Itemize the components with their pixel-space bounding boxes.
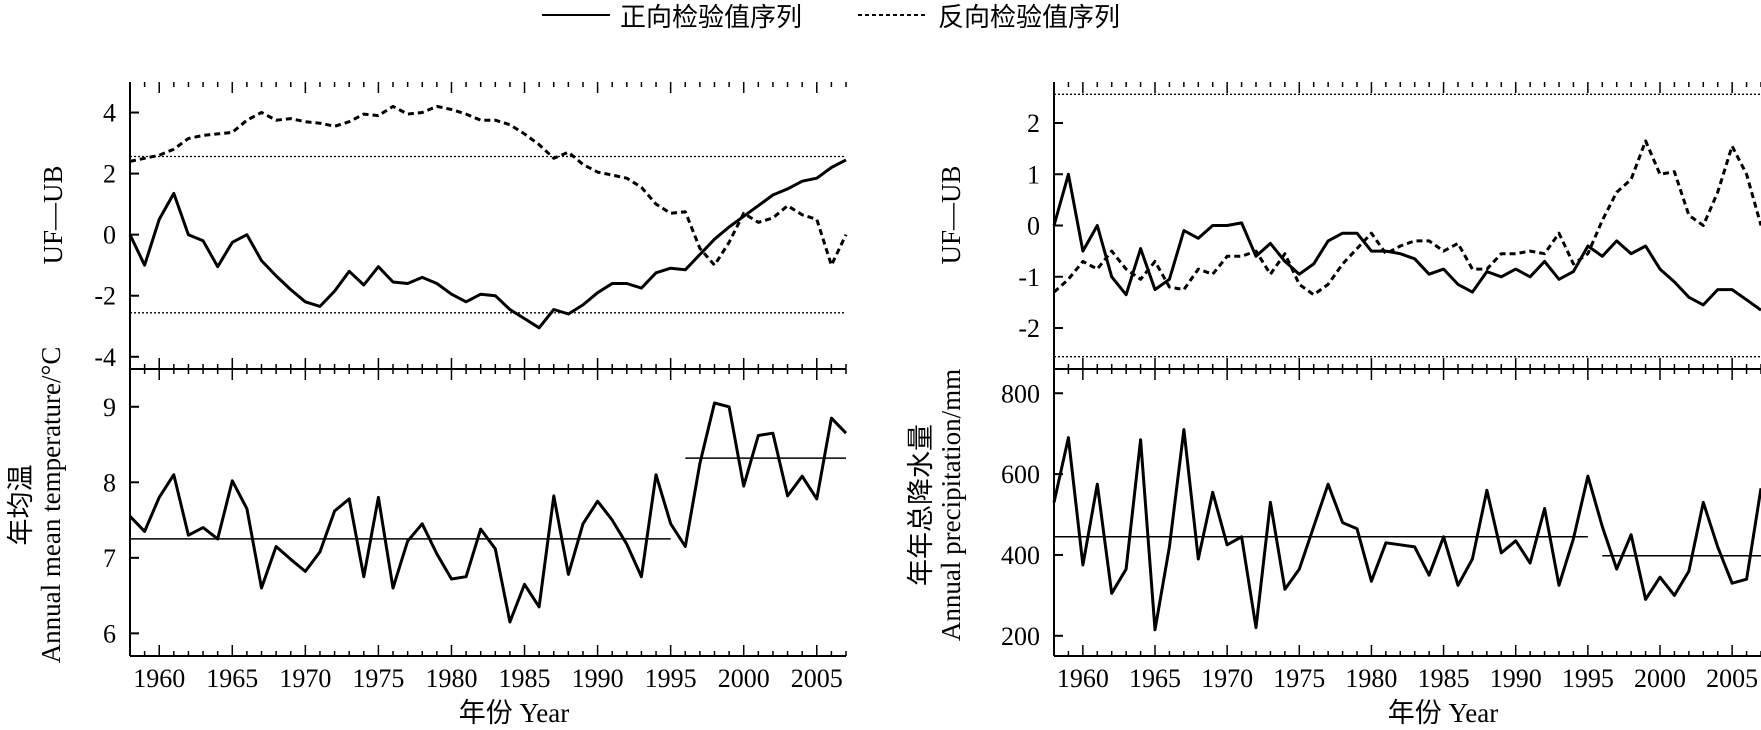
right-top-ylabel: UF—UB (936, 165, 966, 264)
right-top-panel: UF—UB -2 -1 0 1 2 (936, 82, 1761, 370)
x-tick-label: 1980 (425, 664, 477, 693)
y-tick-label: 7 (103, 544, 116, 573)
right-bottom-xlabel: 年份 Year (1388, 698, 1499, 728)
y-tick-label: 4 (103, 99, 116, 128)
x-tick-label: 1965 (206, 664, 258, 693)
x-tick-label: 1985 (1418, 664, 1470, 693)
x-tick-label: 1975 (352, 664, 404, 693)
x-tick-label: 2000 (1634, 664, 1686, 693)
series-solid-line (128, 401, 848, 624)
legend-solid-label: 正向检验值序列 (620, 3, 802, 33)
y-tick-label: 9 (103, 393, 116, 422)
y-tick-label: -2 (1018, 314, 1040, 343)
x-tick-label: 1975 (1273, 664, 1325, 693)
y-tick-label: 0 (103, 221, 116, 250)
y-tick-label: -1 (1018, 263, 1040, 292)
y-tick-label: -2 (94, 282, 116, 311)
y-tick-label: 0 (1027, 212, 1040, 241)
left-bottom-ylabel-en: Annual mean temperature/°C (36, 347, 66, 664)
x-tick-label: 1980 (1345, 664, 1397, 693)
x-tick-label: 1990 (572, 664, 624, 693)
x-tick-label: 1960 (133, 664, 185, 693)
series-solid-line (1052, 172, 1761, 312)
x-tick-label: 1985 (499, 664, 551, 693)
legend-dashed-label: 反向检验值序列 (938, 3, 1120, 33)
x-tick-label: 1965 (1129, 664, 1181, 693)
left-bottom-xlabel: 年份 Year (459, 698, 570, 728)
series-solid-line (1052, 428, 1761, 632)
x-tick-label: 1960 (1057, 664, 1109, 693)
right-bottom-ylabel-zh: 年年总降水量 (906, 424, 937, 586)
x-tick-label: 1970 (1201, 664, 1253, 693)
y-tick-label: 2 (1027, 109, 1040, 138)
x-tick-label: 1995 (645, 664, 697, 693)
y-tick-label: 400 (1001, 541, 1040, 570)
right-bottom-panel: 年年总降水量 Annual precipitation/mm 年份 Year 2… (906, 369, 1761, 728)
y-tick-label: 6 (103, 619, 116, 648)
left-top-panel: UF—UB -4 -2 0 2 4 (38, 82, 848, 372)
series-dashed-line (1053, 139, 1761, 297)
legend: 正向检验值序列 反向检验值序列 (542, 3, 1120, 33)
x-tick-label: 2005 (791, 664, 843, 693)
y-tick-label: 600 (1001, 460, 1040, 489)
left-bottom-panel: 年均温 Annual mean temperature/°C 年份 Year 6… (6, 347, 848, 728)
y-tick-label: 2 (103, 160, 116, 189)
left-top-ylabel: UF—UB (38, 165, 68, 264)
x-tick-label: 1995 (1562, 664, 1614, 693)
x-tick-label: 1990 (1490, 664, 1542, 693)
right-bottom-ylabel-en: Annual precipitation/mm (936, 369, 966, 641)
y-tick-label: 200 (1001, 622, 1040, 651)
series-solid-line (128, 158, 847, 330)
x-tick-label: 1970 (279, 664, 331, 693)
y-tick-label: 1 (1027, 160, 1040, 189)
x-tick-label: 2005 (1706, 664, 1758, 693)
y-tick-label: -4 (94, 343, 116, 372)
y-tick-label: 800 (1001, 379, 1040, 408)
y-tick-label: 8 (103, 468, 116, 497)
series-dashed-line (129, 104, 848, 267)
left-bottom-ylabel-zh: 年均温 (6, 465, 37, 546)
x-tick-label: 2000 (718, 664, 770, 693)
